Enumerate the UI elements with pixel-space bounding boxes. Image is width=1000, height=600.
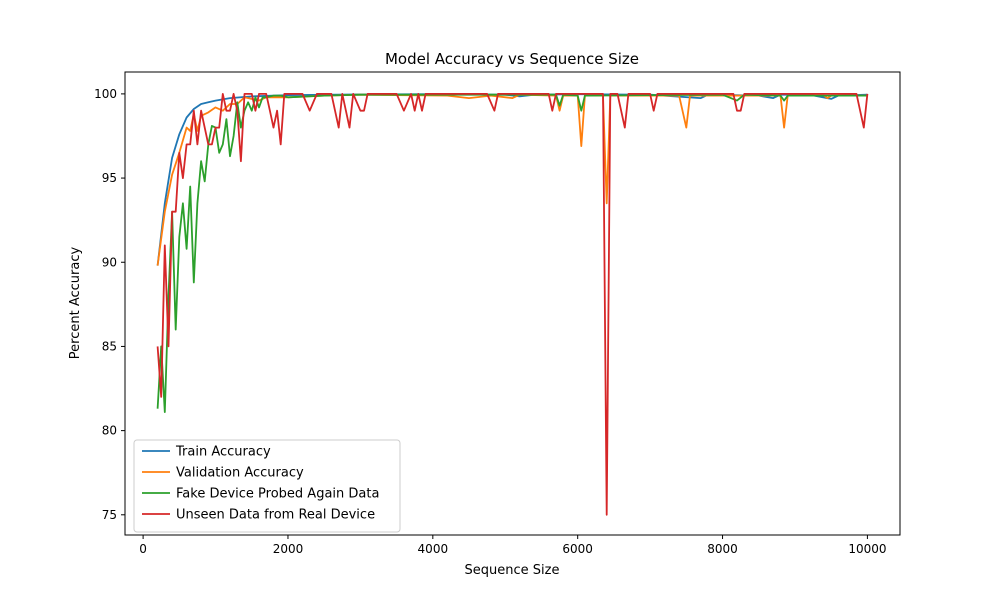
- y-tick-label: 90: [102, 255, 117, 269]
- x-tick-label: 0: [139, 542, 147, 556]
- x-tick-label: 10000: [848, 542, 886, 556]
- x-tick-label: 6000: [562, 542, 593, 556]
- plot-area: [124, 71, 901, 536]
- y-tick-label: 80: [102, 424, 117, 438]
- series-line-2: [156, 93, 868, 266]
- x-tick-label: 2000: [273, 542, 304, 556]
- legend-label-4: Unseen Data from Real Device: [176, 508, 375, 523]
- y-tick-label: 95: [102, 171, 117, 185]
- series-line-4: [156, 93, 869, 516]
- y-tick-label: 100: [94, 87, 117, 101]
- chart-title: Model Accuracy vs Sequence Size: [385, 50, 639, 68]
- plot-frame: [124, 71, 901, 536]
- legend: Train Accuracy Validation Accuracy Fake De…: [133, 439, 401, 533]
- series-line-3: [156, 93, 868, 413]
- series-line-1: [156, 93, 868, 266]
- x-axis: 0 2000 4000 6000 8000 10000: [139, 535, 887, 556]
- y-axis-label: Percent Accuracy: [68, 246, 83, 359]
- legend-box: [133, 439, 401, 533]
- legend-label-3: Fake Device Probed Again Data: [176, 487, 379, 502]
- x-tick-label: 8000: [707, 542, 738, 556]
- y-axis: 75 80 85 90 95 100: [94, 87, 125, 522]
- x-tick-label: 4000: [418, 542, 449, 556]
- legend-label-2: Validation Accuracy: [176, 466, 304, 481]
- y-tick-label: 85: [102, 339, 117, 353]
- y-tick-label: 75: [102, 508, 117, 522]
- legend-label-1: Train Accuracy: [175, 445, 271, 460]
- x-axis-label: Sequence Size: [465, 563, 560, 578]
